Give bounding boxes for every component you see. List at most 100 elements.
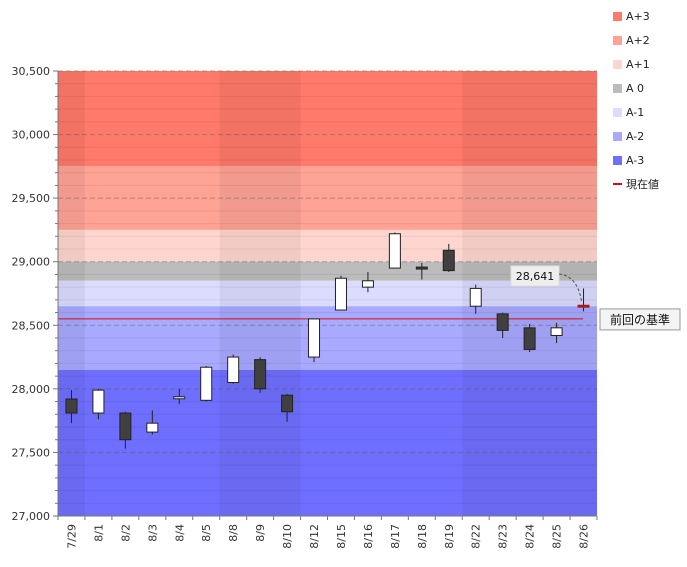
x-tick-label: 8/5: [200, 524, 213, 542]
legend-swatch: [613, 60, 622, 69]
week-shade-2: [462, 71, 597, 516]
legend-item: A+2: [613, 34, 650, 47]
x-tick-label: 8/16: [362, 524, 375, 549]
legend-label: A-3: [626, 154, 644, 167]
x-tick-label: 8/4: [173, 524, 186, 542]
legend-label: A-1: [626, 106, 644, 119]
candle-body-up: [173, 396, 186, 400]
candle-body-up: [361, 280, 374, 288]
candle: [334, 275, 347, 311]
y-tick-label: 30,000: [12, 129, 51, 142]
candle-body-up: [334, 277, 347, 311]
legend-label: A+3: [626, 10, 650, 23]
x-tick-label: 8/25: [551, 524, 564, 549]
x-tick-label: 8/23: [497, 524, 510, 549]
axes-layer: 27,000 27,500 28,000 28,500 29,000 29,500 30,0…: [12, 65, 598, 549]
legend-label: A+2: [626, 34, 650, 47]
band-a1: [58, 280, 597, 307]
candle: [550, 322, 563, 344]
x-tick-label: 8/24: [524, 524, 537, 549]
x-tick-label: 8/3: [146, 524, 159, 542]
legend: A+3 A+2 A+1 A 0 A-1 A-2 A-3 現在値: [613, 10, 659, 191]
candles-layer: [65, 232, 590, 449]
candle-body-up: [388, 233, 401, 269]
legend-swatch: [613, 132, 622, 141]
candle-body-down: [496, 313, 509, 331]
candle: [415, 262, 428, 280]
candle: [523, 324, 536, 352]
x-tick-label: 8/15: [335, 524, 348, 549]
candle: [388, 232, 401, 269]
annotations-layer: 28,641 前回の基準: [510, 265, 681, 331]
y-tick-label: 29,000: [12, 256, 51, 269]
candle: [496, 312, 509, 338]
candle-body-down: [415, 266, 428, 270]
candle-body-down: [577, 304, 590, 308]
y-tick-label: 27,000: [12, 510, 51, 523]
legend-item: A+3: [613, 10, 650, 23]
candle-body-down: [119, 412, 132, 441]
x-tick-label: 8/17: [389, 524, 402, 549]
candle: [442, 243, 455, 272]
candle-body-up: [550, 327, 563, 336]
x-tick-label: 8/9: [254, 524, 267, 542]
candle: [254, 357, 267, 393]
legend-item: A-2: [613, 130, 644, 143]
legend-swatch: [613, 108, 622, 117]
candle-body-up: [92, 389, 105, 414]
x-tick-label: 8/18: [416, 524, 429, 549]
legend-item: A 0: [613, 82, 644, 95]
x-tick-label: 7/29: [65, 524, 78, 549]
y-tick-label: 27,500: [12, 446, 51, 459]
candle: [119, 411, 132, 449]
candle-body-up: [469, 287, 482, 307]
legend-item: A-3: [613, 154, 644, 167]
candle: [577, 288, 590, 312]
candle: [65, 390, 78, 424]
candle-body-down: [442, 249, 455, 272]
candle-body-down: [65, 398, 78, 414]
legend-swatch: [613, 84, 622, 93]
x-tick-label: 8/26: [578, 524, 591, 549]
x-tick-label: 8/12: [308, 524, 321, 549]
candle: [173, 388, 186, 405]
candle: [308, 318, 321, 363]
band-a3: [58, 71, 597, 167]
price-callout-box: [510, 265, 560, 287]
week-shade-1: [219, 71, 301, 516]
y-tick-label: 29,500: [12, 192, 51, 205]
band-a2: [58, 166, 597, 230]
reference-label: 前回の基準: [610, 312, 670, 327]
x-tick-label: 8/2: [119, 524, 132, 542]
y-tick-label: 30,500: [12, 65, 51, 78]
legend-swatch: [613, 12, 622, 21]
price-callout-leader: [558, 273, 583, 302]
bands-layer: [58, 71, 597, 516]
candle: [146, 410, 159, 435]
legend-label: A+1: [626, 58, 650, 71]
price-callout-label: 28,641: [516, 270, 555, 283]
candle: [361, 271, 374, 293]
week-shade-0: [58, 71, 85, 516]
candle-body-down: [523, 327, 536, 350]
legend-label: A-2: [626, 130, 644, 143]
grid-layer: [58, 70, 597, 517]
candle: [469, 284, 482, 314]
legend-item: 現在値: [613, 178, 659, 191]
legend-item: A-1: [613, 106, 644, 119]
candle: [92, 388, 105, 420]
candle-body-up: [308, 318, 321, 358]
legend-item: A+1: [613, 58, 650, 71]
legend-label: 現在値: [626, 178, 659, 191]
x-tick-label: 8/22: [470, 524, 483, 549]
legend-label: A 0: [626, 82, 644, 95]
legend-swatch: [613, 36, 622, 45]
candle-body-up: [200, 366, 213, 401]
candle: [281, 393, 294, 422]
reference-label-box: [599, 308, 681, 331]
candle-body-up: [227, 356, 240, 384]
legend-swatch: [613, 156, 622, 165]
band-a1: [58, 229, 597, 262]
x-tick-label: 8/19: [443, 524, 456, 549]
